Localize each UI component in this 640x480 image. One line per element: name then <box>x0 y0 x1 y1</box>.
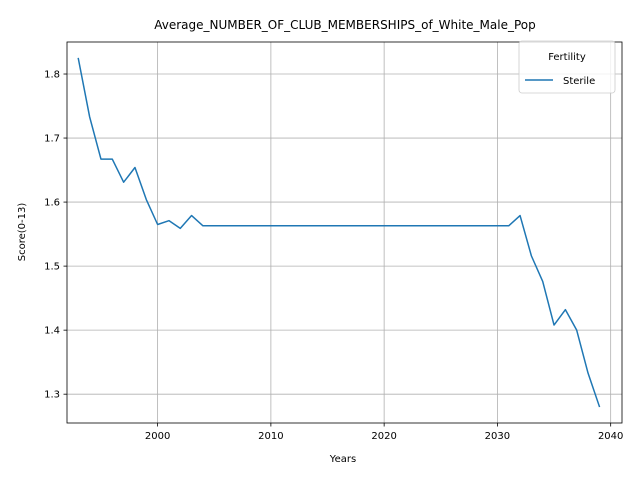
y-axis-label: Score(0-13) <box>17 203 28 262</box>
y-tick-label: 1.7 <box>44 134 60 145</box>
y-tick-label: 1.3 <box>44 390 60 401</box>
y-tick-label: 1.4 <box>44 326 60 337</box>
x-tick-label: 2020 <box>371 431 396 442</box>
legend-entry-sterile: Sterile <box>563 76 595 87</box>
chart-title: Average_NUMBER_OF_CLUB_MEMBERSHIPS_of_Wh… <box>154 18 536 32</box>
series-layer <box>77 57 601 408</box>
series-line-sterile <box>77 57 601 408</box>
y-axis: 1.3 1.4 1.5 1.6 1.7 1.8 <box>44 70 67 401</box>
x-tick-label: 2010 <box>258 431 283 442</box>
legend: Fertility Sterile <box>518 40 616 94</box>
plot-frame <box>66 41 623 424</box>
y-tick-label: 1.8 <box>44 70 60 81</box>
x-axis-label: Years <box>329 454 356 465</box>
x-tick-label: 2040 <box>598 431 623 442</box>
y-tick-label: 1.6 <box>44 198 60 209</box>
x-axis: 2000 2010 2020 2030 2040 <box>145 423 623 442</box>
x-tick-label: 2030 <box>485 431 510 442</box>
x-tick-label: 2000 <box>145 431 170 442</box>
legend-title: Fertility <box>548 52 586 63</box>
y-tick-label: 1.5 <box>44 262 60 273</box>
